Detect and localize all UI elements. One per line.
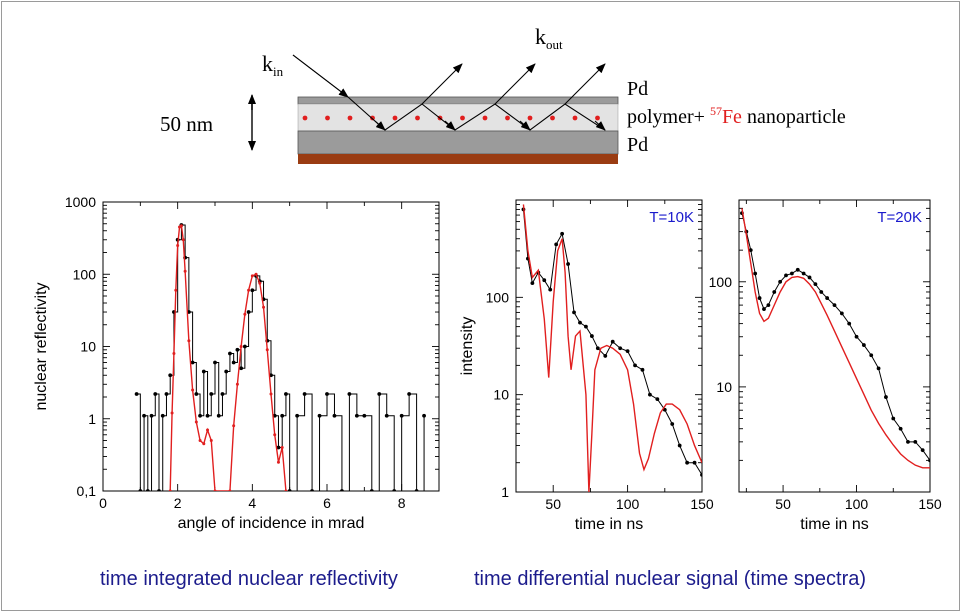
outgoing-ray-arrow [564,63,606,105]
k-in-label: kin [262,51,284,79]
nanoparticle-dot [392,115,398,121]
substrate-layer [298,154,618,164]
pd-top-label: Pd [627,78,648,100]
nanoparticle-dot [550,115,555,121]
nanoparticle-dot [595,115,600,121]
nanoparticle-dot [302,115,308,121]
nanoparticle-dot [325,115,330,121]
k-out-label: kout [535,24,563,52]
polymer-label: polymer+ 57Fe nanoparticle [627,104,846,128]
polymer-layer [297,103,619,132]
outgoing-ray-arrow [494,63,536,105]
x-ray-paths [292,54,606,131]
outgoing-ray-arrow [421,63,463,105]
ray-arrow [519,120,531,131]
pd-bottom-label: Pd [627,134,648,156]
nanoparticle-dots [302,115,600,121]
nanoparticle-dot [415,115,420,121]
nanoparticle-dot [505,115,510,121]
thickness-label: 50 nm [160,112,213,136]
nanoparticle-dot [527,115,533,121]
nanoparticle-dot [347,115,353,121]
ray-arrow [594,120,606,131]
nanoparticle-dot [460,115,465,121]
ray-arrow [292,54,349,98]
nanoparticle-dot [482,115,488,121]
pd-bottom-layer [297,130,619,155]
caption-left: time integrated nuclear reflectivity [100,568,398,590]
caption-right: time differential nuclear signal (time s… [474,568,867,590]
ray-arrow [444,120,456,131]
layer-diagram: kin kout 50 nm Pd polymer+ 57Fe nanopart… [160,24,846,164]
pd-top-layer [297,96,619,105]
ray-arrow [374,120,386,131]
nanoparticle-dot [572,115,578,121]
